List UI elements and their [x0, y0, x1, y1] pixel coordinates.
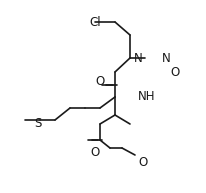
Text: N: N — [161, 52, 170, 64]
Text: NH: NH — [137, 91, 155, 103]
Text: O: O — [90, 146, 99, 158]
Text: O: O — [137, 157, 146, 169]
Text: O: O — [95, 75, 104, 89]
Text: Cl: Cl — [89, 15, 100, 29]
Text: S: S — [34, 118, 41, 130]
Text: N: N — [133, 52, 142, 64]
Text: O: O — [170, 65, 179, 79]
